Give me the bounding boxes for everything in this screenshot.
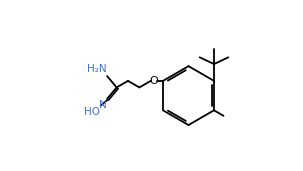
Text: N: N [99, 100, 106, 110]
Text: H₂N: H₂N [87, 64, 106, 74]
Text: O: O [149, 76, 158, 86]
Text: HO: HO [84, 107, 100, 117]
